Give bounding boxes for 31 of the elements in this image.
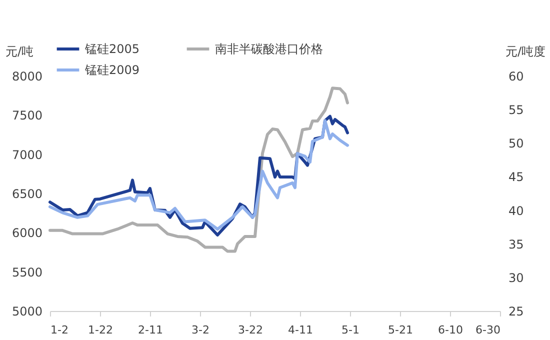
y-tick-label: 6000 xyxy=(12,226,42,240)
x-tick-label: 6-10 xyxy=(438,324,463,336)
x-tick-label: 3-22 xyxy=(238,324,263,336)
y2-tick-label: 60 xyxy=(508,70,524,84)
y-tick-label: 8000 xyxy=(12,70,42,84)
x-tick-label: 6-30 xyxy=(476,324,500,336)
line-series xyxy=(48,86,349,253)
y2-tick-label: 30 xyxy=(508,270,524,285)
y2-tick-label: 25 xyxy=(508,304,524,318)
y2-tick-label: 55 xyxy=(508,103,524,118)
y2-axis-title: 元/吨度 xyxy=(505,44,546,58)
legend-label: 南非半碳酸港口价格 xyxy=(215,42,323,56)
y-axis-title: 元/吨 xyxy=(6,44,34,58)
y2-tick-label: 40 xyxy=(508,204,524,218)
x-tick-label: 5-1 xyxy=(342,324,360,336)
legend-label: 锰硅2009 xyxy=(84,63,140,77)
y-tick-label: 7500 xyxy=(12,108,42,123)
legend-label: 锰硅2005 xyxy=(84,42,140,56)
y-tick-label: 7000 xyxy=(12,148,42,162)
x-tick-label: 5-21 xyxy=(388,324,413,336)
x-tick-label: 1-2 xyxy=(50,324,68,336)
y-tick-label: 5500 xyxy=(12,265,42,280)
x-tick-label: 3-2 xyxy=(192,324,210,336)
x-tick-label: 4-11 xyxy=(288,324,313,336)
y2-tick-label: 45 xyxy=(508,170,524,184)
x-tick-label: 2-11 xyxy=(138,324,163,336)
x-tick-label: 1-22 xyxy=(88,324,113,336)
y-tick-label: 6500 xyxy=(12,187,42,201)
y2-tick-label: 35 xyxy=(508,237,524,252)
y-tick-label: 5000 xyxy=(12,304,42,318)
y2-tick-label: 50 xyxy=(508,136,524,151)
